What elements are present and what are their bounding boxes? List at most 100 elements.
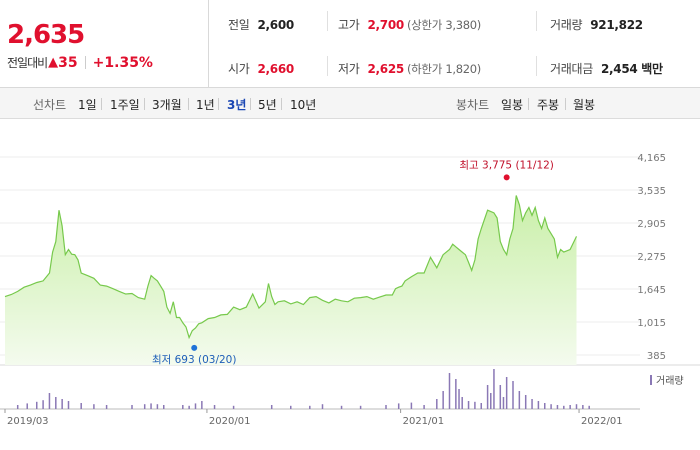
period-divider	[565, 98, 566, 110]
x-tick-label: 2020/01	[209, 416, 251, 427]
volume-bar	[493, 369, 495, 409]
stat-divider	[327, 11, 328, 31]
prev-close-stat: 전일 2,600	[228, 16, 294, 33]
volume-bar	[588, 405, 590, 409]
volume-bar	[26, 403, 28, 409]
volume-bar	[544, 403, 546, 409]
y-tick-label: 1,645	[637, 285, 666, 296]
open-stat: 시가 2,660	[228, 60, 294, 77]
period-3y[interactable]: 3년	[227, 98, 247, 112]
volume-bar	[105, 405, 108, 409]
stock-price-chart[interactable]: 4,165 3,535 2,905 2,275 1,645 1,015 385 거래량 20…	[0, 119, 700, 450]
volume-bar	[232, 405, 235, 409]
x-tick-label: 2021/01	[403, 416, 445, 427]
period-divider	[101, 98, 102, 110]
volume-bar	[467, 401, 470, 409]
volume-bar	[16, 405, 19, 409]
volume-bar	[397, 403, 400, 409]
volume-bar	[213, 405, 216, 409]
change-label: 전일대비	[7, 56, 48, 70]
volume-bar	[480, 403, 482, 409]
period-5y[interactable]: 5년	[258, 98, 277, 112]
candle-weekly[interactable]: 주봉	[537, 98, 560, 112]
change-divider	[84, 56, 86, 69]
volume-bar	[80, 403, 82, 409]
volume-bar	[458, 389, 460, 409]
candle-chart-label: 봉차트	[456, 98, 490, 112]
volume-bar	[188, 405, 190, 409]
current-price: 2,635	[7, 20, 85, 50]
period-divider	[144, 98, 145, 110]
x-tick-label: 2022/01	[581, 416, 623, 427]
period-divider	[188, 98, 189, 110]
y-tick-label: 385	[647, 351, 666, 362]
volume-bar	[524, 395, 527, 409]
period-selector-bar: 선차트 1일 1주일 3개월 1년 3년 5년 10년 봉차트 일봉 주봉 월봉	[0, 88, 700, 119]
volume-bar	[385, 405, 387, 409]
volume-bar	[182, 405, 184, 409]
volume-bar	[67, 401, 70, 409]
candle-monthly[interactable]: 월봉	[573, 98, 596, 112]
y-tick-label: 2,905	[637, 219, 666, 230]
volume-bar	[359, 405, 362, 409]
max-price-annotation: 최고 3,775 (11/12)	[459, 159, 554, 171]
trade-amount-value: 2,454 백만	[600, 62, 663, 76]
min-price-annotation: 최저 693 (03/20)	[152, 354, 237, 366]
lower-limit: (하한가 1,820)	[406, 62, 481, 76]
change-value: 35	[58, 54, 78, 71]
max-price-marker	[503, 174, 510, 181]
price-summary: 2,635 전일대비 ▲ 35 +1.35% 전일 2,600 시가 2,660 고…	[0, 0, 700, 88]
volume-bar	[150, 403, 152, 409]
volume-bar	[143, 404, 146, 409]
upper-limit: (상한가 3,380)	[406, 18, 481, 32]
volume-bar	[93, 404, 95, 409]
volume-bar	[163, 405, 165, 409]
volume-legend-label: 거래량	[656, 375, 684, 387]
y-tick-label: 1,015	[637, 318, 666, 329]
prev-close-label: 전일	[228, 18, 250, 32]
period-1d[interactable]: 1일	[78, 98, 97, 112]
period-1w[interactable]: 1주일	[110, 98, 140, 112]
volume-bar	[36, 401, 38, 409]
stat-divider	[536, 56, 537, 76]
volume-bar	[502, 397, 505, 409]
line-chart-label: 선차트	[33, 98, 67, 112]
low-value: 2,625	[367, 62, 404, 76]
change-row: 전일대비 ▲ 35 +1.35%	[7, 54, 153, 71]
trade-amount-label: 거래대금	[550, 62, 593, 76]
candle-daily[interactable]: 일봉	[501, 98, 524, 112]
volume-legend-swatch	[650, 375, 652, 385]
high-label: 고가	[338, 18, 360, 32]
volume-bar	[201, 401, 203, 409]
high-stat: 고가 2,700 (상한가 3,380)	[338, 16, 481, 33]
volume-bar	[550, 404, 552, 409]
volume-bar	[410, 402, 413, 409]
period-3m[interactable]: 3개월	[152, 98, 182, 112]
period-1y[interactable]: 1년	[196, 98, 215, 112]
volume-bar	[582, 405, 584, 409]
volume-bar	[486, 385, 489, 409]
period-divider	[218, 98, 219, 110]
volume-bar	[436, 399, 438, 409]
volume-bar	[512, 381, 514, 409]
volume-bar	[340, 405, 343, 409]
volume-bar	[563, 405, 565, 409]
volume-bar	[448, 373, 451, 409]
high-value: 2,700	[367, 18, 404, 32]
open-label: 시가	[228, 62, 250, 76]
stat-divider	[536, 11, 537, 31]
y-tick-label: 3,535	[637, 186, 666, 197]
volume-bar	[575, 404, 578, 409]
volume-bar	[42, 400, 44, 409]
volume-label: 거래량	[550, 18, 583, 32]
period-10y[interactable]: 10년	[290, 98, 317, 112]
volume-bar	[270, 405, 273, 409]
stat-divider	[327, 56, 328, 76]
volume-bar	[321, 404, 324, 409]
volume-bar	[194, 403, 197, 409]
current-price-box: 2,635 전일대비 ▲ 35 +1.35%	[0, 0, 209, 87]
low-label: 저가	[338, 62, 360, 76]
change-percent: +1.35%	[92, 54, 153, 71]
low-stat: 저가 2,625 (하한가 1,820)	[338, 60, 481, 77]
period-divider	[528, 98, 529, 110]
